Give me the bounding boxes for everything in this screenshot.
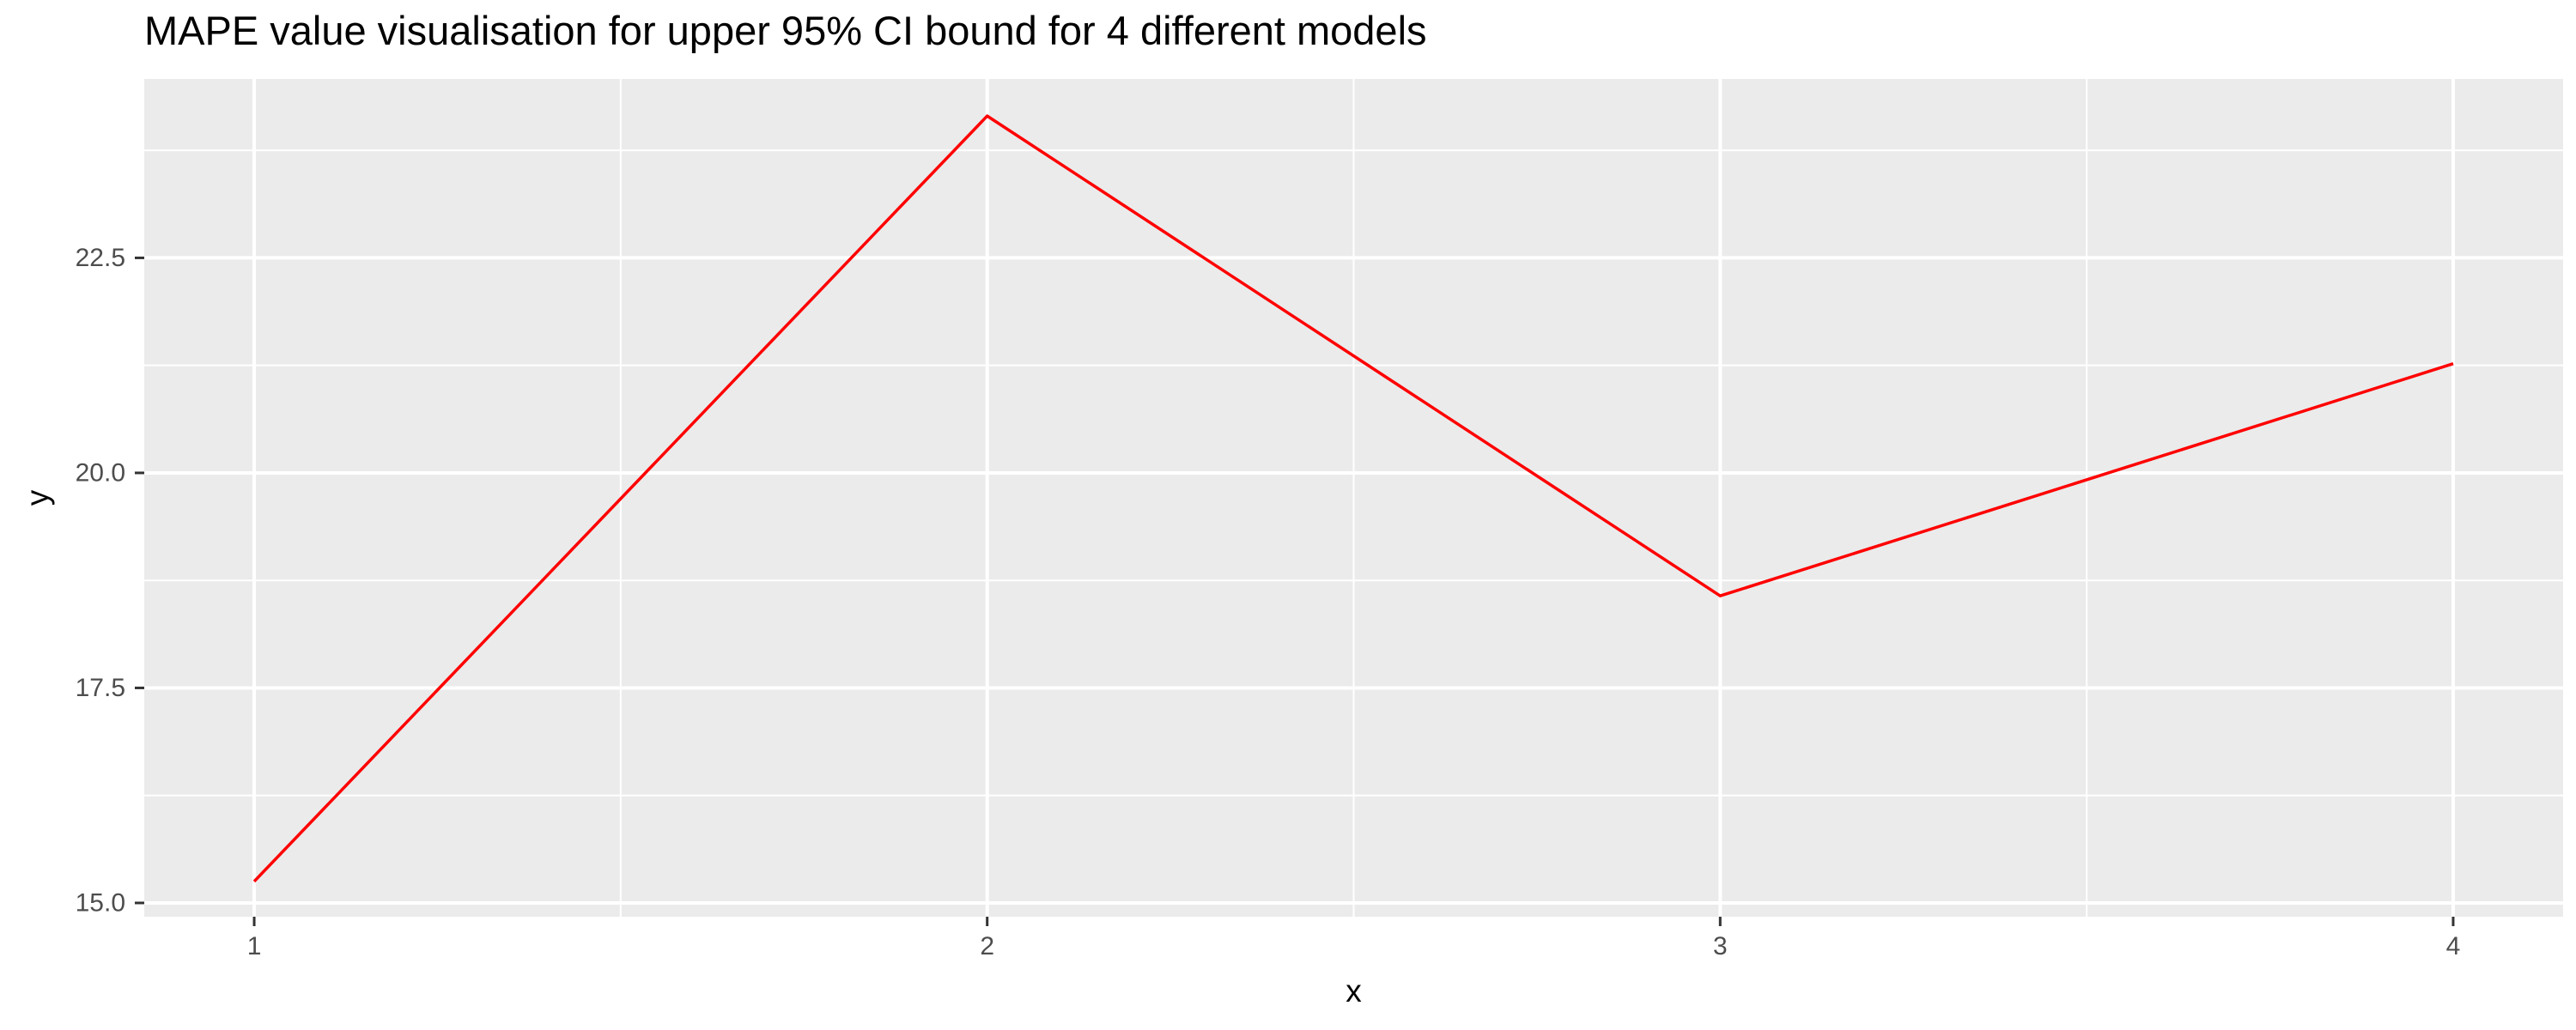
x-tick-label: 1 <box>247 932 262 960</box>
y-tick-label: 17.5 <box>76 674 125 702</box>
y-tick-label: 15.0 <box>76 888 125 917</box>
series-line <box>252 114 2454 883</box>
y-tick-label: 20.0 <box>76 458 125 487</box>
y-tick-label: 22.5 <box>76 244 125 272</box>
chart-title: MAPE value visualisation for upper 95% C… <box>144 8 1427 53</box>
x-tick-label: 4 <box>2446 932 2461 960</box>
y-axis: 15.0 17.5 20.0 22.5 <box>76 244 144 917</box>
x-axis: 1 2 3 4 <box>247 917 2461 960</box>
major-gridlines <box>144 79 2563 917</box>
x-tick-label: 2 <box>980 932 994 960</box>
series-group <box>252 114 2454 883</box>
minor-gridlines <box>144 79 2563 917</box>
y-axis-label: y <box>20 489 55 506</box>
x-tick-label: 3 <box>1713 932 1728 960</box>
x-axis-label: x <box>1346 973 1362 1009</box>
